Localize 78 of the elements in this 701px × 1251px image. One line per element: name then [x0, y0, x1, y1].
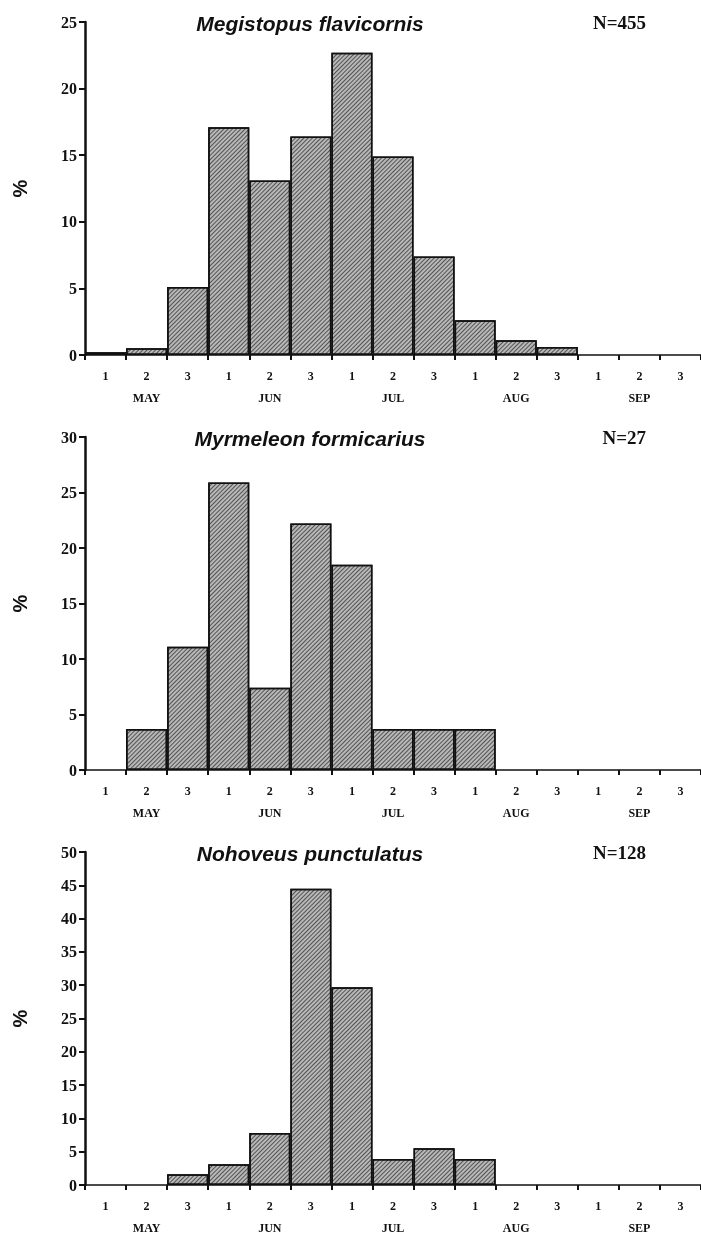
x-tick-label: 3	[431, 369, 438, 383]
y-tick-label: 5	[69, 1143, 77, 1161]
y-tick-label: 20	[61, 80, 77, 98]
y-tick-label: 25	[61, 1010, 77, 1027]
x-tick-label: 3	[307, 784, 314, 798]
x-tick-label: 1	[595, 369, 602, 383]
x-tick-label: 2 JUN	[258, 369, 282, 405]
y-tick-label: 10	[61, 213, 77, 231]
x-tick-label: 3	[184, 784, 191, 798]
x-tick-label: 3	[307, 369, 314, 383]
chart-title: Myrmeleon formicarius	[194, 427, 426, 450]
x-tick-label: 1	[595, 784, 602, 798]
y-axis-title: %	[9, 594, 31, 613]
x-tick-label: 1	[348, 369, 355, 383]
x-tick-label: 2 AUG	[502, 369, 530, 405]
x-tick-label: 1	[348, 1199, 355, 1213]
chart-title: Nohoveus punctulatus	[196, 842, 424, 865]
y-tick-label: 50	[61, 843, 77, 861]
x-tick-label: 3	[554, 369, 561, 383]
y-tick-label: 35	[61, 943, 77, 961]
y-tick-label: 20	[61, 1043, 77, 1061]
y-tick-label: 5	[69, 706, 77, 723]
x-tick-label: 1	[472, 369, 479, 383]
x-tick-label: 3	[554, 1199, 561, 1213]
x-tick-label: 1	[472, 1199, 479, 1213]
annotation: N=455	[592, 12, 647, 33]
x-tick-label: 3	[184, 369, 191, 383]
y-tick-label: 40	[61, 910, 77, 928]
x-tick-label: 3	[677, 369, 684, 383]
x-tick-label: 3	[431, 784, 438, 798]
x-tick-label: 1	[225, 1199, 232, 1213]
x-tick-label: 3	[677, 1199, 684, 1213]
x-tick-label: 1	[102, 784, 109, 798]
x-tick-label: 1	[102, 369, 109, 383]
x-tick-label: 2 SEP	[628, 1199, 651, 1235]
y-tick-label: 20	[61, 539, 77, 557]
x-tick-label: 1	[595, 1199, 602, 1213]
y-tick-label: 15	[61, 1076, 77, 1094]
x-tick-label: 2 AUG	[502, 1199, 530, 1235]
x-tick-label: 2 JUL	[381, 784, 405, 820]
x-tick-label: 3	[184, 1199, 191, 1213]
x-tick-label: 2 JUL	[381, 369, 405, 405]
x-tick-label: 2 JUN	[258, 1199, 282, 1235]
x-tick-label: 2 JUN	[258, 784, 282, 820]
y-tick-label: 15	[61, 146, 77, 164]
y-tick-label: 10	[61, 650, 77, 668]
x-tick-label: 2 MAY	[132, 369, 161, 405]
y-tick-label: 10	[61, 1109, 77, 1127]
y-tick-label: 30	[61, 428, 77, 446]
x-tick-label: 2 JUL	[381, 1199, 405, 1235]
y-axis-title: %	[9, 179, 31, 198]
x-tick-label: 3	[431, 1199, 438, 1213]
x-tick-label: 1	[348, 784, 355, 798]
y-axis-title: %	[9, 1009, 31, 1028]
y-tick-label: 0	[69, 761, 77, 779]
y-tick-label: 15	[61, 595, 77, 612]
x-tick-label: 1	[102, 1199, 109, 1213]
x-tick-label: 3	[554, 784, 561, 798]
y-tick-label: 30	[61, 976, 77, 994]
y-tick-label: 25	[61, 484, 77, 501]
x-tick-label: 2 SEP	[628, 369, 651, 405]
y-tick-label: 25	[61, 13, 77, 31]
chart-title: Megistopus flavicornis	[196, 12, 424, 35]
y-tick-label: 45	[61, 876, 77, 894]
x-tick-label: 2 MAY	[132, 784, 161, 820]
x-tick-label: 2 MAY	[132, 1199, 161, 1235]
y-tick-label: 0	[69, 1176, 77, 1194]
x-tick-label: 3	[677, 784, 684, 798]
annotation: N=27	[602, 427, 647, 448]
annotation: N=128	[592, 842, 647, 863]
x-tick-label: 1	[225, 784, 232, 798]
y-tick-label: 0	[69, 346, 77, 364]
x-tick-label: 2 SEP	[628, 784, 651, 820]
x-tick-label: 2 AUG	[502, 784, 530, 820]
x-tick-label: 1	[225, 369, 232, 383]
y-tick-label: 5	[69, 279, 77, 297]
x-tick-label: 3	[307, 1199, 314, 1213]
x-tick-label: 1	[472, 784, 479, 798]
